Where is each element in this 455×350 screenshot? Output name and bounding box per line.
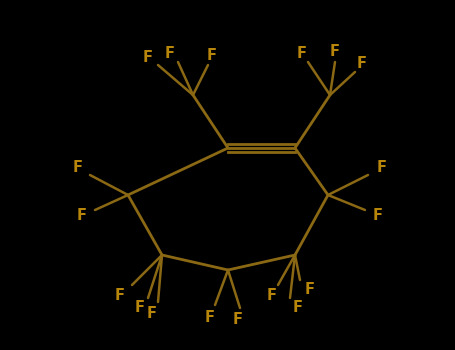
Text: F: F <box>165 46 175 61</box>
Text: F: F <box>207 48 217 63</box>
Text: F: F <box>293 301 303 315</box>
Text: F: F <box>73 161 83 175</box>
Text: F: F <box>77 208 87 223</box>
Text: F: F <box>205 310 215 326</box>
Text: F: F <box>115 287 125 302</box>
Text: F: F <box>297 46 307 61</box>
Text: F: F <box>357 56 367 70</box>
Text: F: F <box>330 44 340 60</box>
Text: F: F <box>135 301 145 315</box>
Text: F: F <box>233 313 243 328</box>
Text: F: F <box>147 307 157 322</box>
Text: F: F <box>305 282 315 298</box>
Text: F: F <box>267 288 277 303</box>
Text: F: F <box>143 49 153 64</box>
Text: F: F <box>373 209 383 224</box>
Text: F: F <box>377 161 387 175</box>
